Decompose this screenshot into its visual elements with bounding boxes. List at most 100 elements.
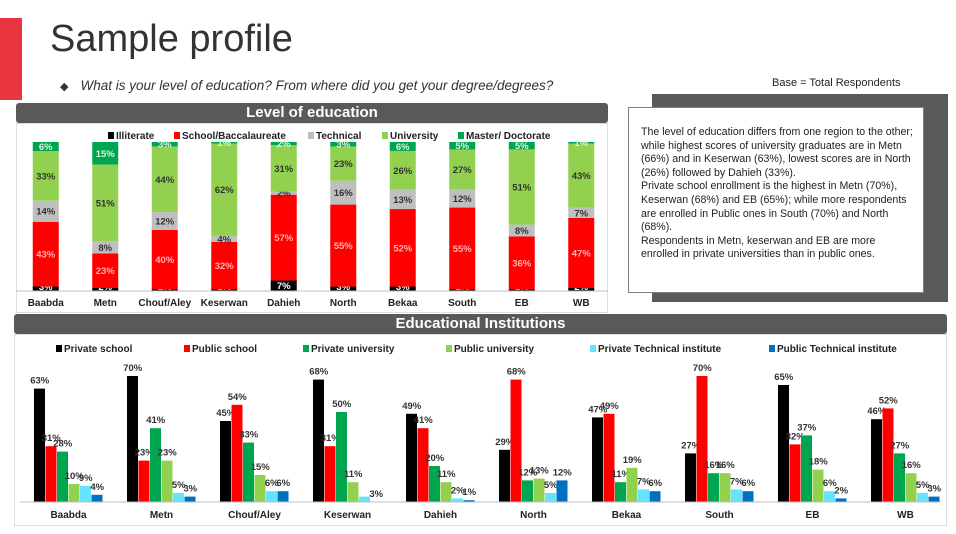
bar-segment-master-doctorate: [389, 142, 416, 151]
bar-public-school: [789, 444, 801, 502]
data-label: 62%: [215, 185, 235, 196]
data-label: 9%: [79, 473, 93, 484]
bar-public-university: [161, 460, 173, 502]
x-tick-label: Dahieh: [424, 510, 457, 521]
x-tick-label: Dahieh: [267, 298, 300, 309]
bar-segment-technical: [151, 212, 178, 230]
data-label: 47%: [572, 249, 592, 260]
legend-label-school-baccalaureate: School/Baccalaureate: [182, 131, 286, 142]
data-label: 3%: [336, 282, 350, 293]
data-label: 54%: [228, 392, 248, 403]
bar-public-university: [347, 482, 359, 502]
data-label: 49%: [402, 401, 422, 412]
data-label: 31%: [274, 164, 294, 175]
data-label: 2%: [277, 189, 291, 200]
bar-private-school: [685, 453, 696, 502]
data-label: 7%: [574, 208, 588, 219]
bar-public-university: [905, 473, 917, 502]
data-label: 7%: [730, 476, 744, 487]
bar-public-school: [696, 376, 708, 502]
bar-private-technical-institute: [452, 498, 463, 502]
bar-segment-master-doctorate: [330, 142, 357, 147]
data-label: 49%: [600, 401, 620, 412]
data-label: 41%: [146, 415, 166, 426]
bar-public-school: [510, 379, 522, 502]
x-tick-label: Metn: [150, 510, 173, 521]
bar-private-school: [499, 449, 510, 502]
data-label: 10%: [65, 471, 85, 482]
legend-swatch-master-doctorate: [458, 132, 464, 139]
data-label: 52%: [393, 243, 413, 254]
bar-public-technical-institute: [184, 496, 196, 502]
x-tick-label: North: [520, 510, 547, 521]
data-label: 43%: [572, 171, 592, 182]
x-tick-label: WB: [897, 510, 914, 521]
bar-segment-master-doctorate: [568, 142, 595, 144]
legend-label-technical: Technical: [316, 131, 362, 142]
data-label: 55%: [334, 241, 354, 252]
bar-public-school: [45, 446, 57, 502]
x-tick-label: Baabda: [28, 298, 65, 309]
x-tick-label: Bekaa: [388, 298, 418, 309]
data-label: 37%: [797, 422, 817, 433]
data-label: 68%: [507, 367, 527, 378]
bar-segment-technical: [568, 207, 595, 218]
bar-public-technical-institute: [277, 491, 289, 502]
bar-public-university: [812, 469, 824, 502]
bar-public-school: [324, 446, 336, 502]
data-label: 12%: [518, 467, 538, 478]
data-label: 26%: [393, 166, 413, 177]
question-text: What is your level of education? From wh…: [80, 78, 554, 93]
data-label: 12%: [553, 467, 573, 478]
data-label: 6%: [276, 478, 290, 489]
data-label: 6%: [741, 478, 755, 489]
data-label: 13%: [393, 195, 413, 206]
bar-private-university: [150, 428, 161, 502]
bar-public-school: [603, 413, 615, 502]
data-label: 27%: [453, 165, 473, 176]
legend-label-public-school: Public school: [192, 344, 257, 355]
data-label: 4%: [90, 482, 104, 493]
bar-private-technical-institute: [638, 489, 649, 502]
x-tick-label: Baabda: [50, 510, 87, 521]
bar-segment-illiterate: [568, 288, 595, 291]
bar-public-school: [417, 428, 429, 502]
data-label: 8%: [515, 226, 529, 237]
bar-public-technical-institute: [742, 491, 754, 502]
bar-segment-university: [151, 146, 178, 213]
data-label: 6%: [39, 142, 53, 153]
bar-segment-technical: [449, 189, 476, 208]
bar-private-school: [406, 413, 417, 502]
data-label: 5%: [455, 141, 469, 152]
bar-segment-master-doctorate: [151, 142, 178, 147]
data-label: 3%: [369, 489, 383, 500]
x-tick-label: EB: [806, 510, 820, 521]
bar-private-technical-institute: [80, 485, 91, 502]
legend-label-private-school: Private school: [64, 344, 133, 355]
data-label: 15%: [251, 462, 271, 473]
data-label: 2%: [277, 139, 291, 150]
bar-segment-illiterate: [211, 289, 238, 291]
x-tick-label: EB: [515, 298, 529, 309]
bar-private-university: [615, 482, 626, 502]
data-label: 5%: [916, 480, 930, 491]
summary-paragraph-2: Private school enrollment is the highest…: [641, 180, 907, 234]
data-label: 16%: [704, 460, 724, 471]
question-line: ◆ What is your level of education? From w…: [60, 78, 553, 93]
bar-segment-university: [330, 146, 357, 181]
bar-private-school: [313, 379, 324, 502]
bar-segment-university: [92, 164, 119, 242]
bar-public-university: [254, 475, 266, 502]
bar-private-school: [34, 388, 45, 502]
bar-private-university: [894, 453, 905, 502]
data-label: 36%: [512, 258, 532, 269]
education-stacked-chart: Illiterate School/Baccalaureate Technical U…: [16, 123, 608, 313]
legend-swatch-university: [382, 132, 388, 139]
bar-private-university: [708, 473, 719, 502]
bar-segment-technical: [389, 189, 416, 210]
data-label: 31%: [42, 433, 62, 444]
legend-swatch-private-technical-institute: [590, 345, 596, 352]
bar-private-technical-institute: [545, 493, 556, 502]
bar-private-university: [429, 466, 440, 502]
accent-tab: [0, 18, 22, 100]
